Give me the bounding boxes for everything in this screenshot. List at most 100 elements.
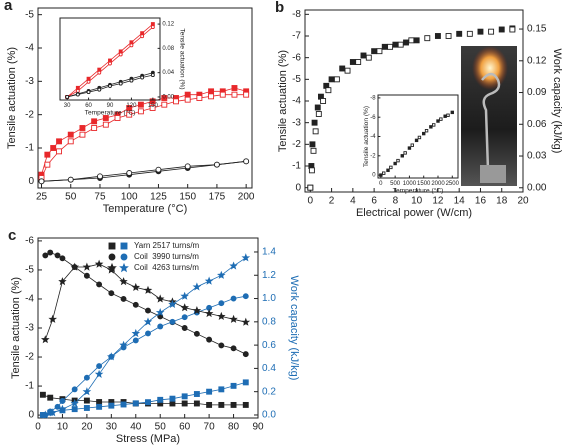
marker [443, 114, 447, 118]
x-tick-label: 0 [379, 181, 383, 187]
marker [131, 282, 141, 291]
y2-tick-label: 0.12 [527, 55, 547, 66]
photo [461, 46, 517, 186]
panel-letter: b [275, 0, 284, 16]
marker [70, 262, 79, 271]
legend-marker [120, 253, 128, 261]
x-tick-label: 150 [148, 103, 159, 109]
marker [114, 115, 121, 121]
marker [386, 168, 390, 172]
marker [229, 261, 238, 270]
marker [126, 105, 133, 111]
y-tick-label: 0 [28, 176, 34, 187]
marker [97, 67, 102, 72]
x-axis-label: Temperature (°C) [393, 186, 444, 194]
y-tick-label: -4 [25, 294, 34, 305]
marker [193, 330, 200, 337]
y2-tick-label: 0.03 [527, 151, 547, 162]
marker [387, 43, 394, 50]
marker [422, 131, 426, 136]
marker [180, 291, 190, 300]
marker [230, 345, 237, 352]
marker [230, 295, 237, 302]
marker [382, 171, 386, 175]
marker [241, 317, 251, 326]
y-tick-label: -3 [25, 323, 34, 334]
marker [230, 401, 237, 408]
y2-tick-label: 0.08 [162, 46, 174, 52]
y-tick-label: 0 [28, 410, 34, 421]
marker [59, 255, 66, 262]
legend-label: Coil 3990 turns/m [134, 252, 199, 261]
marker [184, 91, 191, 98]
series-line [44, 263, 246, 340]
marker [216, 311, 226, 320]
marker [38, 178, 45, 185]
x-tick-label: 50 [155, 422, 167, 433]
marker [439, 117, 443, 121]
marker [389, 165, 393, 170]
x-tick-label: 2000 [431, 181, 445, 187]
marker [308, 167, 315, 174]
marker [129, 43, 134, 48]
x-tick-label: 1500 [417, 181, 431, 187]
y-tick-label: -5 [25, 9, 34, 20]
marker [108, 290, 115, 297]
marker [309, 141, 316, 148]
x-tick-label: 8 [393, 196, 399, 207]
x-axis-label: Temperature (°C) [103, 203, 187, 215]
x-tick-label: 2 [329, 196, 335, 207]
marker [184, 96, 191, 103]
y2-tick-label: 0.15 [527, 24, 547, 35]
y-tick-label: -5 [292, 74, 301, 85]
marker [229, 314, 238, 323]
marker [325, 87, 332, 94]
marker [107, 352, 116, 361]
marker [71, 406, 78, 413]
marker [145, 399, 151, 406]
marker [414, 138, 419, 143]
marker [184, 163, 191, 170]
marker [132, 400, 139, 407]
marker [231, 85, 238, 91]
marker [96, 403, 103, 410]
marker [94, 259, 104, 268]
marker [47, 249, 54, 256]
y-tick-label: -4 [25, 43, 34, 54]
marker [79, 125, 86, 131]
marker [108, 58, 112, 63]
marker [58, 277, 67, 286]
x-tick-label: 18 [496, 196, 508, 207]
y-axis-label: Tensile actuation (%) [10, 277, 22, 379]
marker [218, 300, 225, 307]
marker [71, 386, 78, 393]
x-tick-label: 60 [179, 422, 191, 433]
series-line [41, 87, 247, 175]
marker [47, 394, 54, 401]
marker [241, 253, 251, 262]
series-line [41, 160, 247, 182]
marker [155, 294, 165, 303]
marker [310, 147, 317, 154]
y-tick-label: -2 [370, 153, 376, 159]
marker [83, 272, 90, 279]
y2-tick-label: 0.8 [262, 316, 276, 327]
marker [83, 405, 90, 411]
legend-marker [119, 262, 129, 273]
marker [371, 48, 378, 55]
legend-label: Coil 4263 turns/m [134, 263, 199, 272]
marker [59, 398, 66, 404]
marker [102, 121, 109, 128]
marker [242, 293, 249, 300]
x-tick-label: 12 [432, 196, 444, 207]
marker [155, 308, 165, 317]
x-tick-label: 0 [35, 422, 41, 433]
y-tick-label: -1 [25, 381, 34, 392]
marker [97, 70, 102, 75]
marker [44, 161, 51, 168]
marker [56, 148, 62, 155]
marker [314, 104, 321, 111]
marker [97, 173, 103, 180]
marker [312, 128, 319, 135]
marker [396, 158, 400, 163]
